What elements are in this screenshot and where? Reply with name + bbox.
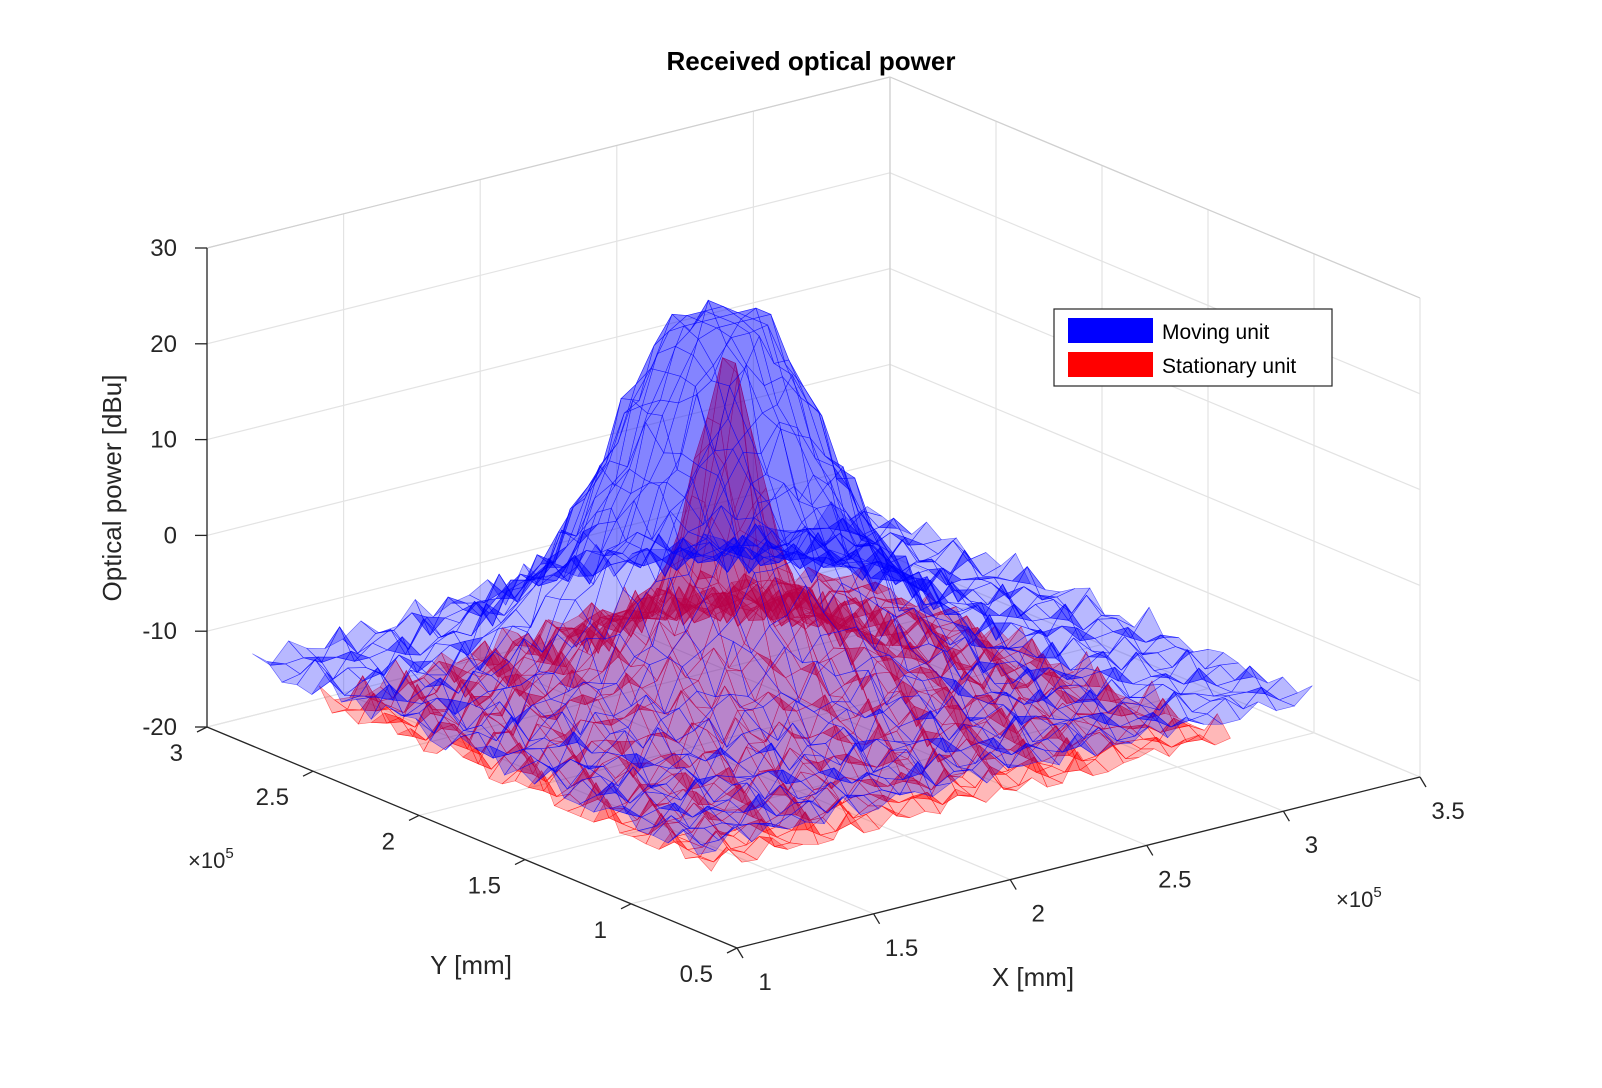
grid-line-y-floor-3 xyxy=(418,643,1103,816)
grid-line-z-back-0 xyxy=(206,555,891,728)
x-tick-label: 2 xyxy=(1032,901,1045,928)
y-tick-label: 2.5 xyxy=(256,784,289,811)
x-tick-label: 3 xyxy=(1305,832,1318,859)
grid-line-y-floor-1 xyxy=(630,732,1315,905)
surface-patch xyxy=(1201,713,1231,746)
y-tick-label: 1 xyxy=(594,917,607,944)
x-tick-mark xyxy=(736,947,744,959)
y-tick-mark xyxy=(514,859,526,866)
x-axis-multiplier: ×105 xyxy=(1336,884,1382,912)
box-edge-top-back xyxy=(206,76,891,249)
legend-swatch-moving-unit xyxy=(1068,318,1153,343)
chart-title: Received optical power xyxy=(667,46,956,76)
legend-label-stationary-unit: Stationary unit xyxy=(1162,355,1296,378)
x-tick-mark xyxy=(1419,776,1427,788)
legend-swatch-stationary-unit xyxy=(1068,352,1153,377)
y-tick-mark xyxy=(302,770,314,777)
y-tick-label: 1.5 xyxy=(468,873,501,900)
y-axis-line xyxy=(206,726,738,949)
x-tick-mark xyxy=(1009,879,1017,890)
x-tick-label: 1.5 xyxy=(885,935,918,962)
y-tick-mark xyxy=(196,726,208,733)
grid-line-z-side-0 xyxy=(889,555,1421,778)
y-tick-label: 0.5 xyxy=(680,961,713,988)
z-tick-label: 10 xyxy=(150,427,177,454)
grid-line-z-back-4 xyxy=(206,172,891,345)
x-tick-mark xyxy=(1146,845,1154,856)
z-tick-label: 30 xyxy=(150,235,177,262)
x-axis-label: X [mm] xyxy=(992,962,1074,992)
stationary-unit-surface xyxy=(318,357,1231,872)
y-tick-mark xyxy=(408,814,420,821)
x-tick-label: 1 xyxy=(758,969,771,996)
z-axis-label: Optical power [dBu] xyxy=(97,375,127,602)
axes xyxy=(206,248,1421,949)
grid-line-z-side-2 xyxy=(889,363,1421,586)
x-tick-label: 3.5 xyxy=(1431,798,1464,825)
grid-line-z-back-1 xyxy=(206,459,891,632)
grid-line-x-floor-3 xyxy=(616,623,1148,846)
legend-label-moving-unit: Moving unit xyxy=(1162,321,1270,344)
grid-line-z-side-1 xyxy=(889,459,1421,682)
grid-line-z-back-2 xyxy=(206,363,891,536)
surface-plot xyxy=(252,299,1313,872)
x-axis-line xyxy=(736,776,1421,949)
grid-line-z-back-3 xyxy=(206,268,891,441)
z-tick-label: -10 xyxy=(142,618,177,645)
y-tick-label: 2 xyxy=(382,828,395,855)
z-tick-label: -20 xyxy=(142,714,177,741)
z-tick-label: 20 xyxy=(150,331,177,358)
x-tick-mark xyxy=(1282,810,1290,822)
y-axis-label: Y [mm] xyxy=(430,950,512,980)
x-tick-mark xyxy=(873,913,881,925)
moving-unit-surface xyxy=(252,299,1313,855)
box-edge-top-side xyxy=(889,76,1421,299)
x-tick-label: 2.5 xyxy=(1158,866,1191,893)
z-tick-label: 0 xyxy=(164,522,177,549)
y-tick-mark xyxy=(726,947,738,954)
y-tick-label: 3 xyxy=(170,740,183,767)
y-axis-multiplier: ×105 xyxy=(188,845,234,873)
legend: Moving unit Stationary unit xyxy=(1053,308,1333,387)
y-tick-mark xyxy=(620,903,632,910)
